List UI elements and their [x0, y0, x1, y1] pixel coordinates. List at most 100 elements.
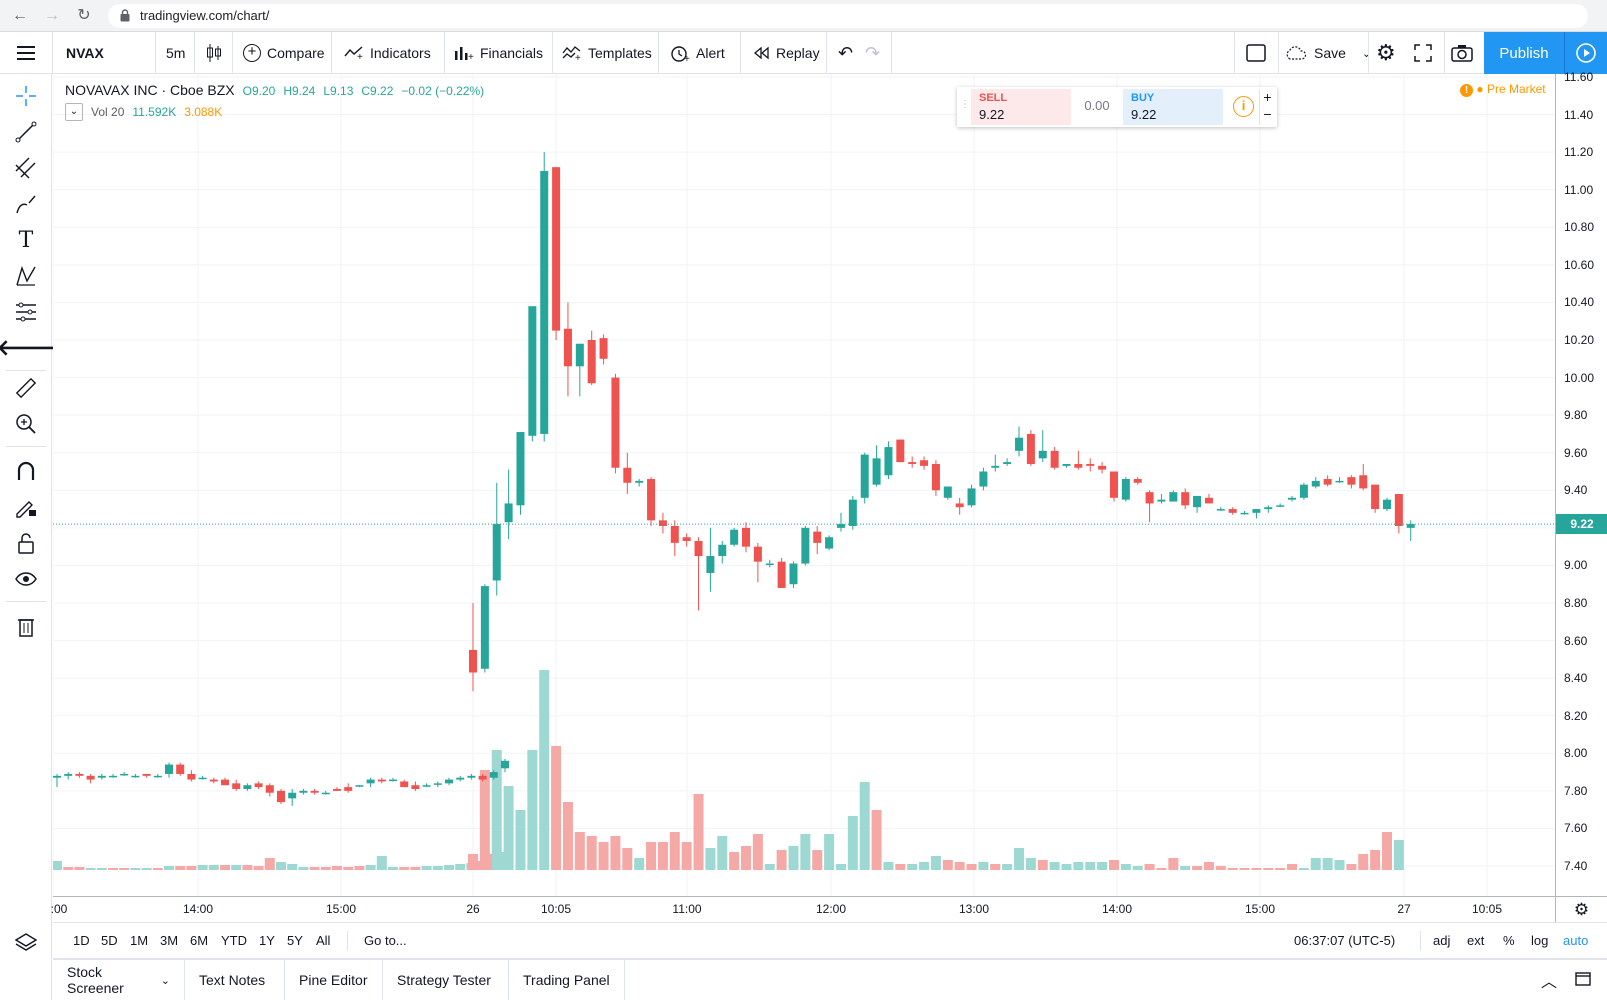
layers-icon[interactable]	[13, 929, 39, 955]
crosshair-icon[interactable]	[13, 83, 39, 109]
symbol-search[interactable]: NVAX	[66, 45, 104, 61]
candle-body	[1133, 479, 1142, 483]
price-tick-label: 10.20	[1564, 333, 1595, 347]
forward-icon[interactable]: →	[44, 7, 60, 24]
volume-bar	[253, 866, 264, 870]
play-icon[interactable]	[1564, 32, 1607, 74]
volume-ma-value: 3.088K	[184, 105, 223, 119]
layout-icon[interactable]	[1246, 32, 1266, 74]
drag-handle-icon[interactable]: ⋮⋮	[960, 99, 980, 110]
tab-stock-screener[interactable]: Stock Screener ⌄	[53, 960, 185, 1000]
fullscreen-icon[interactable]	[1414, 32, 1432, 74]
volume-bar	[1215, 866, 1226, 870]
volume-bar	[298, 867, 309, 870]
lock-drawing-icon[interactable]	[13, 494, 39, 520]
range-5y[interactable]: 5Y	[287, 933, 303, 948]
back-icon[interactable]: ←	[12, 7, 28, 24]
candles-icon[interactable]	[206, 32, 222, 74]
chevron-down-icon[interactable]: ⌄	[1361, 47, 1372, 60]
quantity-stepper[interactable]: + −	[1259, 89, 1275, 125]
camera-icon[interactable]	[1451, 32, 1473, 74]
volume-bar	[332, 866, 342, 870]
candle-body	[955, 503, 964, 508]
candle-body	[1121, 479, 1130, 500]
brush-icon[interactable]	[13, 191, 39, 217]
clock-time[interactable]: 06:37:07 (UTC-5)	[1294, 933, 1396, 948]
unlock-icon[interactable]	[13, 530, 39, 556]
volume-bar	[812, 850, 823, 870]
chevron-down-icon[interactable]: ⌄	[160, 974, 170, 987]
volume-bar	[410, 867, 421, 870]
compare-button[interactable]: + Compare	[243, 32, 325, 74]
range-5d[interactable]: 5D	[101, 933, 118, 948]
trend-line-icon[interactable]	[13, 119, 39, 145]
chevron-up-icon[interactable]: ︿	[1541, 974, 1558, 991]
eye-icon[interactable]	[13, 566, 39, 592]
volume-bar	[764, 864, 775, 870]
publish-button[interactable]: Publish	[1484, 32, 1564, 74]
range-1d[interactable]: 1D	[73, 933, 90, 948]
replay-button[interactable]: Replay	[752, 32, 820, 74]
tab-pine-editor[interactable]: Pine Editor	[285, 960, 383, 1000]
volume-bar	[1002, 864, 1013, 870]
axis-settings-gear-icon[interactable]: ⚙	[1555, 896, 1607, 922]
info-icon[interactable]: i	[1233, 96, 1254, 117]
sell-button[interactable]: SELL 9.22	[971, 89, 1071, 125]
maximize-panel-icon[interactable]	[1575, 972, 1591, 991]
tab-text-notes[interactable]: Text Notes	[185, 960, 285, 1000]
range-6m[interactable]: 6M	[190, 933, 209, 948]
tab-trading-panel[interactable]: Trading Panel	[509, 960, 625, 1000]
symbol-title[interactable]: NOVAVAX INC · Cboe BZX	[65, 82, 235, 98]
arrow-left-icon[interactable]: 🡐	[0, 335, 56, 360]
financials-button[interactable]: + Financials	[454, 32, 543, 74]
buy-button[interactable]: BUY 9.22	[1123, 89, 1223, 125]
zoom-in-icon[interactable]	[13, 411, 39, 437]
templates-button[interactable]: + Templates	[562, 32, 652, 74]
alarm-clock-icon: +	[671, 46, 690, 62]
price-axis[interactable]: 11.60 11.40 11.20 11.00 10.80 10.60 10.40 10.20…	[1555, 70, 1607, 896]
magnet-icon[interactable]	[13, 458, 39, 484]
interval-button[interactable]: 5m	[166, 45, 186, 61]
settings-gear-icon[interactable]: ⚙	[1376, 40, 1396, 65]
undo-icon[interactable]: ↶	[838, 42, 854, 63]
alert-button[interactable]: + Alert	[670, 32, 725, 74]
text-tool-icon[interactable]: T	[18, 227, 34, 253]
ruler-icon[interactable]	[13, 375, 39, 401]
trash-icon[interactable]	[13, 613, 39, 639]
goto-date-button[interactable]: Go to...	[364, 933, 407, 948]
redo-icon[interactable]: ↷	[865, 42, 881, 63]
range-1m[interactable]: 1M	[130, 933, 149, 948]
reload-icon[interactable]: ↻	[77, 7, 91, 24]
save-button[interactable]: Save ⌄	[1284, 32, 1371, 74]
menu-icon[interactable]	[12, 32, 40, 74]
adj-toggle[interactable]: adj	[1433, 933, 1451, 948]
price-tick-label: 8.80	[1564, 596, 1588, 610]
range-1y[interactable]: 1Y	[259, 933, 275, 948]
alert-label: Alert	[696, 45, 725, 61]
prediction-icon[interactable]	[13, 299, 39, 325]
collapse-chevron-icon[interactable]: ⌄	[65, 103, 83, 121]
range-3m[interactable]: 3M	[160, 933, 179, 948]
indicators-button[interactable]: + Indicators	[344, 32, 431, 74]
candle-body	[813, 531, 822, 543]
tab-strategy-tester[interactable]: Strategy Tester	[383, 960, 509, 1000]
pattern-icon[interactable]	[13, 263, 39, 289]
price-chart[interactable]	[53, 74, 1555, 896]
browser-bar: ← → ↻ tradingview.com/chart/	[0, 0, 1607, 32]
auto-toggle[interactable]: auto	[1563, 933, 1589, 948]
candle-body	[221, 779, 229, 786]
address-bar[interactable]: tradingview.com/chart/	[108, 4, 1588, 28]
range-all[interactable]: All	[316, 933, 331, 948]
volume-bar	[800, 834, 811, 870]
log-toggle[interactable]: log	[1531, 933, 1549, 948]
percent-toggle[interactable]: %	[1503, 933, 1515, 948]
volume-bar	[752, 834, 763, 870]
ext-toggle[interactable]: ext	[1467, 933, 1485, 948]
time-axis[interactable]: :00 14:00 15:00 26 10:05 11:00 12:00 13:00 14:00…	[51, 896, 1555, 922]
fib-tool-icon[interactable]	[13, 155, 39, 181]
ohlc-low: L9.13	[323, 84, 354, 98]
volume-label[interactable]: Vol 20	[91, 105, 125, 119]
candle-body	[1169, 492, 1178, 502]
pre-market-badge: ! ● Pre Market	[1460, 82, 1546, 97]
range-ytd[interactable]: YTD	[221, 933, 247, 948]
